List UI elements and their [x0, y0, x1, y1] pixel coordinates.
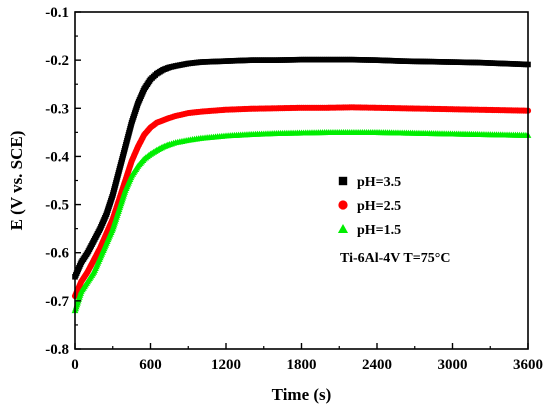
y-axis-title: E (V vs. SCE)	[7, 131, 26, 231]
x-tick-label: 1800	[287, 357, 317, 373]
x-tick-label: 0	[71, 357, 79, 373]
y-tick-label: -0.2	[45, 53, 69, 69]
legend-label: pH=3.5	[357, 175, 401, 190]
legend-label: pH=1.5	[357, 223, 401, 238]
x-tick-label: 2400	[362, 357, 392, 373]
y-tick-label: -0.8	[45, 342, 69, 358]
x-tick-label: 3000	[438, 357, 468, 373]
x-tick-label: 3600	[513, 357, 543, 373]
y-tick-label: -0.7	[45, 294, 69, 310]
y-tick-label: -0.3	[45, 101, 69, 117]
sample-annotation: Ti-6Al-4V T=75°C	[340, 251, 450, 266]
legend-marker	[337, 223, 349, 234]
data-layer	[71, 56, 532, 314]
x-axis-title: Time (s)	[272, 385, 332, 404]
legend-marker	[338, 200, 348, 210]
ticks-layer: 0 600 1200 1800 2400 3000 3600 -0.8 -0.7 -0.6 -0.5…	[45, 5, 543, 373]
y-tick-label: -0.1	[45, 5, 69, 21]
series-2	[71, 104, 532, 300]
series-3	[71, 128, 532, 314]
y-tick-label: -0.6	[45, 246, 69, 262]
y-tick-label: -0.5	[45, 198, 69, 214]
legend-label: pH=2.5	[357, 199, 401, 214]
y-tick-label: -0.4	[45, 149, 69, 165]
legend: pH=3.5 pH=2.5 pH=1.5	[337, 175, 401, 238]
x-tick-label: 1200	[211, 357, 241, 373]
legend-marker	[338, 176, 348, 186]
x-tick-label: 600	[139, 357, 162, 373]
series-1	[72, 56, 531, 280]
